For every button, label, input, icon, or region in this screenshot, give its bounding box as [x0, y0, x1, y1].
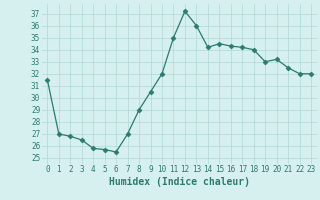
X-axis label: Humidex (Indice chaleur): Humidex (Indice chaleur): [109, 177, 250, 187]
